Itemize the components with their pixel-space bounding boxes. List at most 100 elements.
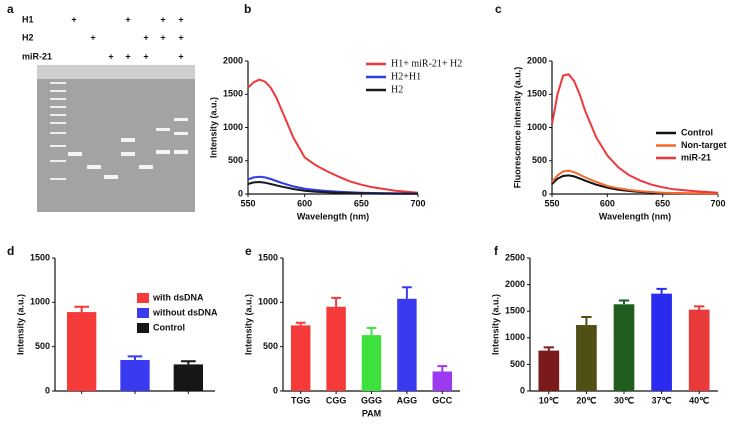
lane-mark: + [160, 32, 165, 42]
bar [173, 364, 203, 391]
error-bar [437, 365, 448, 372]
y-tick-label: 1500 [223, 89, 243, 99]
error-bar [694, 305, 705, 310]
x-tick-label: 550 [240, 198, 255, 208]
y-tick-label: 1500 [30, 252, 50, 262]
y-tick-label: 2000 [527, 55, 547, 65]
error-bar [402, 286, 412, 299]
x-axis-label: Wavelength (nm) [297, 211, 369, 221]
y-tick-label: 1000 [258, 297, 278, 307]
panel-label: c [495, 2, 502, 16]
bar [651, 293, 672, 391]
y-tick-label: 0 [273, 385, 278, 395]
legend-label: Control [153, 322, 185, 332]
bar [67, 312, 97, 391]
y-tick-label: 500 [532, 155, 547, 165]
bar [613, 304, 635, 391]
y-axis-label: Intensity (a.u.) [15, 294, 25, 355]
y-tick-label: 500 [263, 341, 278, 351]
line [247, 180, 418, 195]
x-axis-label: PAM [362, 408, 381, 418]
bar [538, 350, 560, 391]
lane-mark: + [178, 14, 183, 24]
x-tick-label: 10℃ [539, 395, 559, 405]
x-tick-label: 650 [655, 198, 670, 208]
gel-image [37, 65, 195, 212]
y-tick-label: 500 [35, 341, 50, 351]
bar [397, 298, 417, 391]
y-tick-label: 1500 [527, 89, 547, 99]
panel-label: e [245, 244, 252, 258]
panel-label: d [7, 244, 14, 258]
row-label: H2 [22, 32, 34, 42]
y-axis-label: Intensity (a.u.) [490, 294, 500, 355]
error-bar [181, 360, 196, 365]
legend-label: H1+ miR-21+ H2 [391, 58, 462, 69]
error-bar [543, 346, 554, 351]
row-label: H1 [22, 14, 34, 24]
x-tick-label: GGG [361, 395, 382, 405]
legend-label: without dsDNA [152, 307, 218, 317]
lane-mark: + [178, 51, 183, 61]
lane-mark: + [125, 14, 130, 24]
lane-mark: + [143, 51, 148, 61]
bar [576, 325, 597, 391]
error-bar [618, 299, 630, 305]
lane-mark: + [71, 14, 76, 24]
lane-mark: + [108, 51, 113, 61]
y-axis-label: Fluorescence intensity (a.u.) [512, 67, 522, 189]
panel-label: b [244, 2, 251, 16]
bar [290, 325, 311, 391]
line [551, 73, 719, 194]
x-tick-label: TGG [291, 395, 311, 405]
y-tick-label: 1500 [505, 306, 525, 316]
y-tick-label: 500 [228, 155, 243, 165]
x-tick-label: 37℃ [652, 395, 672, 405]
y-tick-label: 500 [510, 359, 525, 369]
bar [326, 306, 346, 391]
x-tick-label: 600 [297, 198, 312, 208]
y-tick-label: 0 [238, 188, 243, 198]
panel-label: f [494, 244, 499, 258]
y-tick-label: 1500 [258, 252, 278, 262]
legend-label: Control [681, 127, 713, 137]
x-tick-label: 700 [710, 198, 725, 208]
y-tick-label: 1000 [505, 332, 525, 342]
lane-mark: + [143, 32, 148, 42]
lane-mark: + [90, 32, 95, 42]
lane-mark: + [178, 32, 183, 42]
error-bar [656, 287, 667, 294]
lane-mark: + [125, 51, 130, 61]
error-bar [127, 355, 143, 360]
y-tick-label: 0 [45, 385, 50, 395]
x-tick-label: 40℃ [689, 395, 709, 405]
line [247, 78, 419, 194]
x-axis-label: Wavelength (nm) [599, 211, 671, 221]
x-tick-label: AGG [397, 395, 418, 405]
x-tick-label: GCC [432, 395, 453, 405]
legend-label: with dsDNA [152, 292, 204, 302]
x-tick-label: 600 [600, 198, 615, 208]
y-tick-label: 1000 [30, 297, 50, 307]
error-bar [74, 305, 89, 313]
bar [688, 309, 710, 391]
error-bar [295, 321, 306, 326]
x-tick-label: 550 [544, 198, 559, 208]
legend-label: Non-target [681, 140, 727, 150]
legend-swatch [137, 308, 149, 318]
row-label: miR-21 [22, 51, 52, 61]
x-tick-label: CGG [326, 395, 347, 405]
legend-label: H2 [391, 84, 403, 95]
line [551, 169, 719, 195]
x-tick-label: 700 [410, 198, 425, 208]
error-bar [366, 327, 377, 336]
y-axis-label: Intensity (a.u.) [243, 294, 253, 355]
x-tick-label: 650 [354, 198, 369, 208]
bar [432, 371, 453, 391]
bar [361, 335, 382, 391]
x-tick-label: 30℃ [614, 395, 634, 405]
y-tick-label: 1000 [527, 122, 547, 132]
panel-label: a [7, 2, 14, 16]
legend-label: H2+H1 [391, 71, 421, 82]
